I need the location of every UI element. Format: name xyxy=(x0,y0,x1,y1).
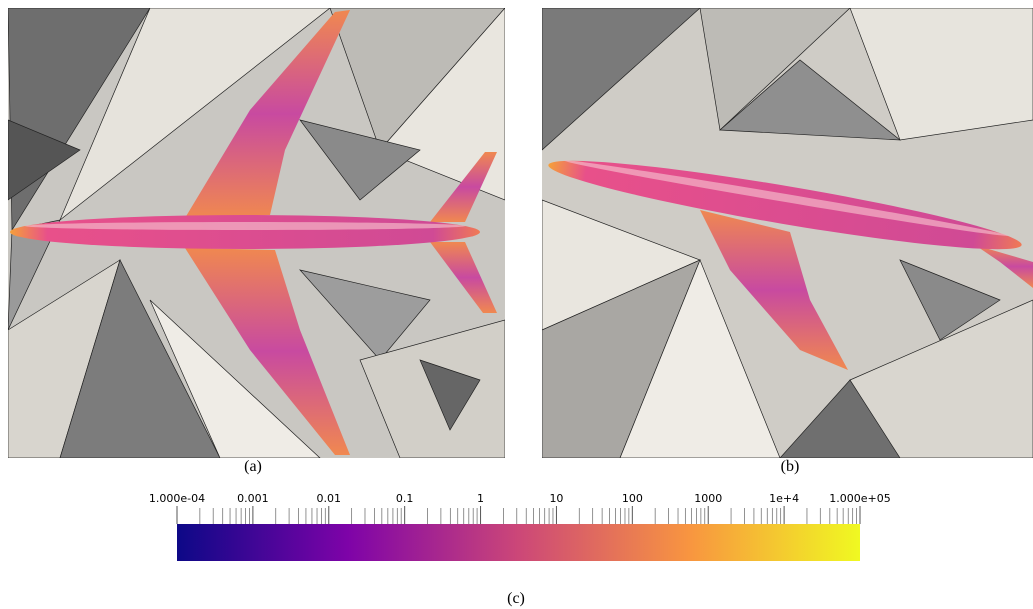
tick-label: 1.000e+05 xyxy=(829,492,890,505)
tick-label: 0.1 xyxy=(396,492,414,505)
tick-label: 1 xyxy=(477,492,484,505)
panel-caption: (b) xyxy=(781,458,800,475)
tick-label: 1.000e-04 xyxy=(149,492,205,505)
figure: (a) (b) (c) 1.000e-04 0.001 0.01 0.1 1 10 100 1… xyxy=(0,0,1033,609)
colorbar xyxy=(177,524,860,561)
tick-label: 10 xyxy=(549,492,563,505)
tick-label: 1000 xyxy=(694,492,722,505)
colorbar-caption: (c) xyxy=(507,590,525,607)
panel-caption: (a) xyxy=(244,458,262,475)
tick-label: 0.001 xyxy=(237,492,269,505)
panel-a-image xyxy=(8,8,505,458)
tick-label: 1e+4 xyxy=(769,492,799,505)
tick-label: 0.01 xyxy=(317,492,342,505)
tick-label: 100 xyxy=(622,492,643,505)
panel-b-image xyxy=(542,8,1033,458)
